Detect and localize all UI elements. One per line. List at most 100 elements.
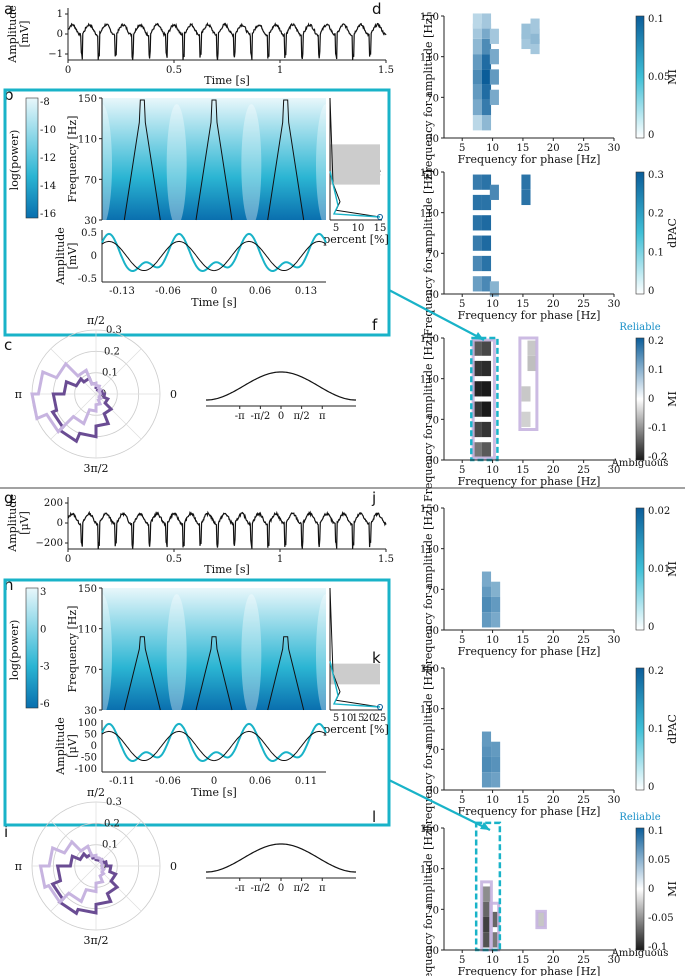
- ambiguous-label-f: Ambiguous: [611, 458, 669, 469]
- comod-colorbar-tick-l: 0.1: [648, 826, 664, 837]
- wave-tick-label-i: -π/2: [251, 883, 271, 894]
- wave-tick-label-c: -π: [235, 411, 245, 422]
- colorbar-b: [25, 97, 39, 219]
- comod-cell-f: [472, 401, 482, 417]
- comod-ytick-label-e: 150: [420, 168, 439, 179]
- ylabel-g: Amplitude: [6, 494, 19, 553]
- comod-colorbar-tick-l: -0.05: [648, 913, 674, 924]
- panel-label-i: i: [4, 823, 8, 841]
- connector-arrow-top: [388, 289, 485, 341]
- comod-colorbar-k: [635, 667, 645, 791]
- comod-xtick-label-j: 10: [486, 635, 499, 646]
- polar-angle-label-c: 3π/2: [84, 462, 109, 475]
- comod-xtick-label-j: 30: [608, 635, 621, 646]
- pct-xtick-label-b: 15: [374, 223, 387, 234]
- comod-colorbar-label-l: MI: [666, 881, 679, 897]
- trace-ylabel-b: Amplitude: [54, 227, 67, 286]
- colorbar-tick-h: -3: [40, 662, 50, 673]
- colorbar-h: [25, 587, 39, 709]
- spec-ytick-label-h: 150: [78, 584, 97, 595]
- comod-cell-d: [481, 23, 492, 39]
- comod-cell-k: [491, 772, 501, 788]
- contour-h: [267, 636, 305, 711]
- comod-ylabel-k: Frequency for amplitude [Hz]: [422, 666, 435, 832]
- comod-cell-j: [491, 596, 501, 613]
- pct-marker-b: [377, 214, 383, 220]
- polar-angle-label-c: 0: [170, 388, 177, 401]
- comod-xlabel-k: Frequency for phase [Hz]: [458, 805, 601, 818]
- comod-cell-e: [472, 174, 482, 190]
- polar-hist-light-c: [30, 361, 103, 435]
- trace-xtick-label-b: 0: [211, 286, 217, 297]
- comod-cell-e: [481, 174, 492, 190]
- comod-cell-d: [530, 38, 540, 55]
- trace-filtered-b: [101, 232, 327, 273]
- comod-ylabel-f: Frequency for amplitude [Hz]: [422, 336, 435, 502]
- comod-cell-e: [481, 235, 492, 251]
- comod-cell-f: [472, 421, 482, 438]
- contour-h: [195, 636, 233, 711]
- spec-ytick-label-b: 150: [78, 94, 97, 105]
- comod-cell-j: [481, 612, 492, 628]
- comod-ytick-label-j: 70: [426, 585, 439, 596]
- panel-label-d: d: [372, 0, 382, 18]
- comod-xlabel-d: Frequency for phase [Hz]: [458, 153, 601, 166]
- comod-cell-d: [489, 49, 499, 65]
- pct-xtick-label-h: 10: [341, 713, 354, 724]
- comod-colorbar-j: [635, 507, 645, 631]
- comod-ylabel-j: Frequency for amplitude [Hz]: [422, 506, 435, 672]
- comod-cell-d: [489, 28, 499, 44]
- comod-colorbar-tick-f: 0.2: [648, 336, 664, 347]
- comod-cell-l: [481, 886, 492, 902]
- comod-cell-j: [481, 581, 492, 597]
- polar-spoke-c: [95, 348, 142, 395]
- xlabel-a: Time [s]: [204, 74, 250, 87]
- connector-arrow-bottom: [388, 779, 491, 831]
- trace-xtick-label-b: 0.13: [295, 286, 317, 297]
- comod-cell-d: [530, 18, 540, 34]
- comod-xtick-label-d: 5: [459, 143, 465, 154]
- comod-colorbar-label-e: dPAC: [666, 218, 679, 248]
- comod-cell-d: [472, 54, 482, 70]
- wave-tick-label-c: π/2: [293, 411, 309, 422]
- polar-r-label-c: 0.2: [104, 346, 120, 357]
- comod-xtick-label-l: 10: [486, 955, 499, 966]
- comod-ylabel-l: Frequency for amplitude [Hz]: [422, 826, 435, 976]
- comod-xtick-label-j: 15: [517, 635, 530, 646]
- comod-colorbar-label-f: MI: [666, 391, 679, 407]
- comod-colorbar-tick-f: 0.1: [648, 365, 664, 376]
- comod-xtick-label-l: 5: [459, 955, 465, 966]
- trace-ytick-label-h: 100: [78, 718, 97, 729]
- pct-curve-teal-b: [329, 171, 381, 218]
- phase-wave-i: [206, 843, 356, 873]
- trace-ylabel-h: Amplitude: [54, 717, 67, 776]
- comod-cell-d: [489, 89, 499, 105]
- comod-colorbar-tick-d: 0.1: [648, 14, 664, 25]
- comod-colorbar-tick-l: -0.1: [648, 942, 667, 953]
- xlabel-g: Time [s]: [204, 563, 250, 576]
- contour-b: [267, 99, 305, 221]
- ytick-label-a: −1: [48, 49, 63, 60]
- polar-r-label-c: 0.3: [106, 325, 122, 336]
- panel-label-a: a: [4, 0, 13, 18]
- panel-label-c: c: [4, 336, 12, 354]
- wave-tick-label-i: 0: [278, 883, 284, 894]
- panel-label-k: k: [372, 649, 381, 667]
- ytick-label-a: 1: [57, 9, 63, 20]
- comod-cell-f: [481, 421, 492, 438]
- comod-xtick-label-k: 30: [608, 795, 621, 806]
- colorbar-tick-b: -10: [40, 125, 56, 136]
- xtick-label-g: 0: [65, 554, 71, 565]
- comod-cell-f: [472, 340, 482, 356]
- trace-ytick-label-b: 0: [91, 251, 97, 262]
- comod-xtick-label-f: 15: [517, 465, 530, 476]
- ylabel-unit-a: [mV]: [18, 21, 31, 48]
- comod-xtick-label-d: 10: [486, 143, 499, 154]
- comod-cell-j: [491, 612, 501, 628]
- pct-xtick-label-h: 5: [333, 713, 339, 724]
- trace-ytick-label-h: 50: [84, 730, 97, 741]
- comod-colorbar-tick-l: 0.05: [648, 855, 670, 866]
- comod-cell-l: [489, 932, 499, 948]
- polar-angle-label-c: π: [15, 388, 22, 401]
